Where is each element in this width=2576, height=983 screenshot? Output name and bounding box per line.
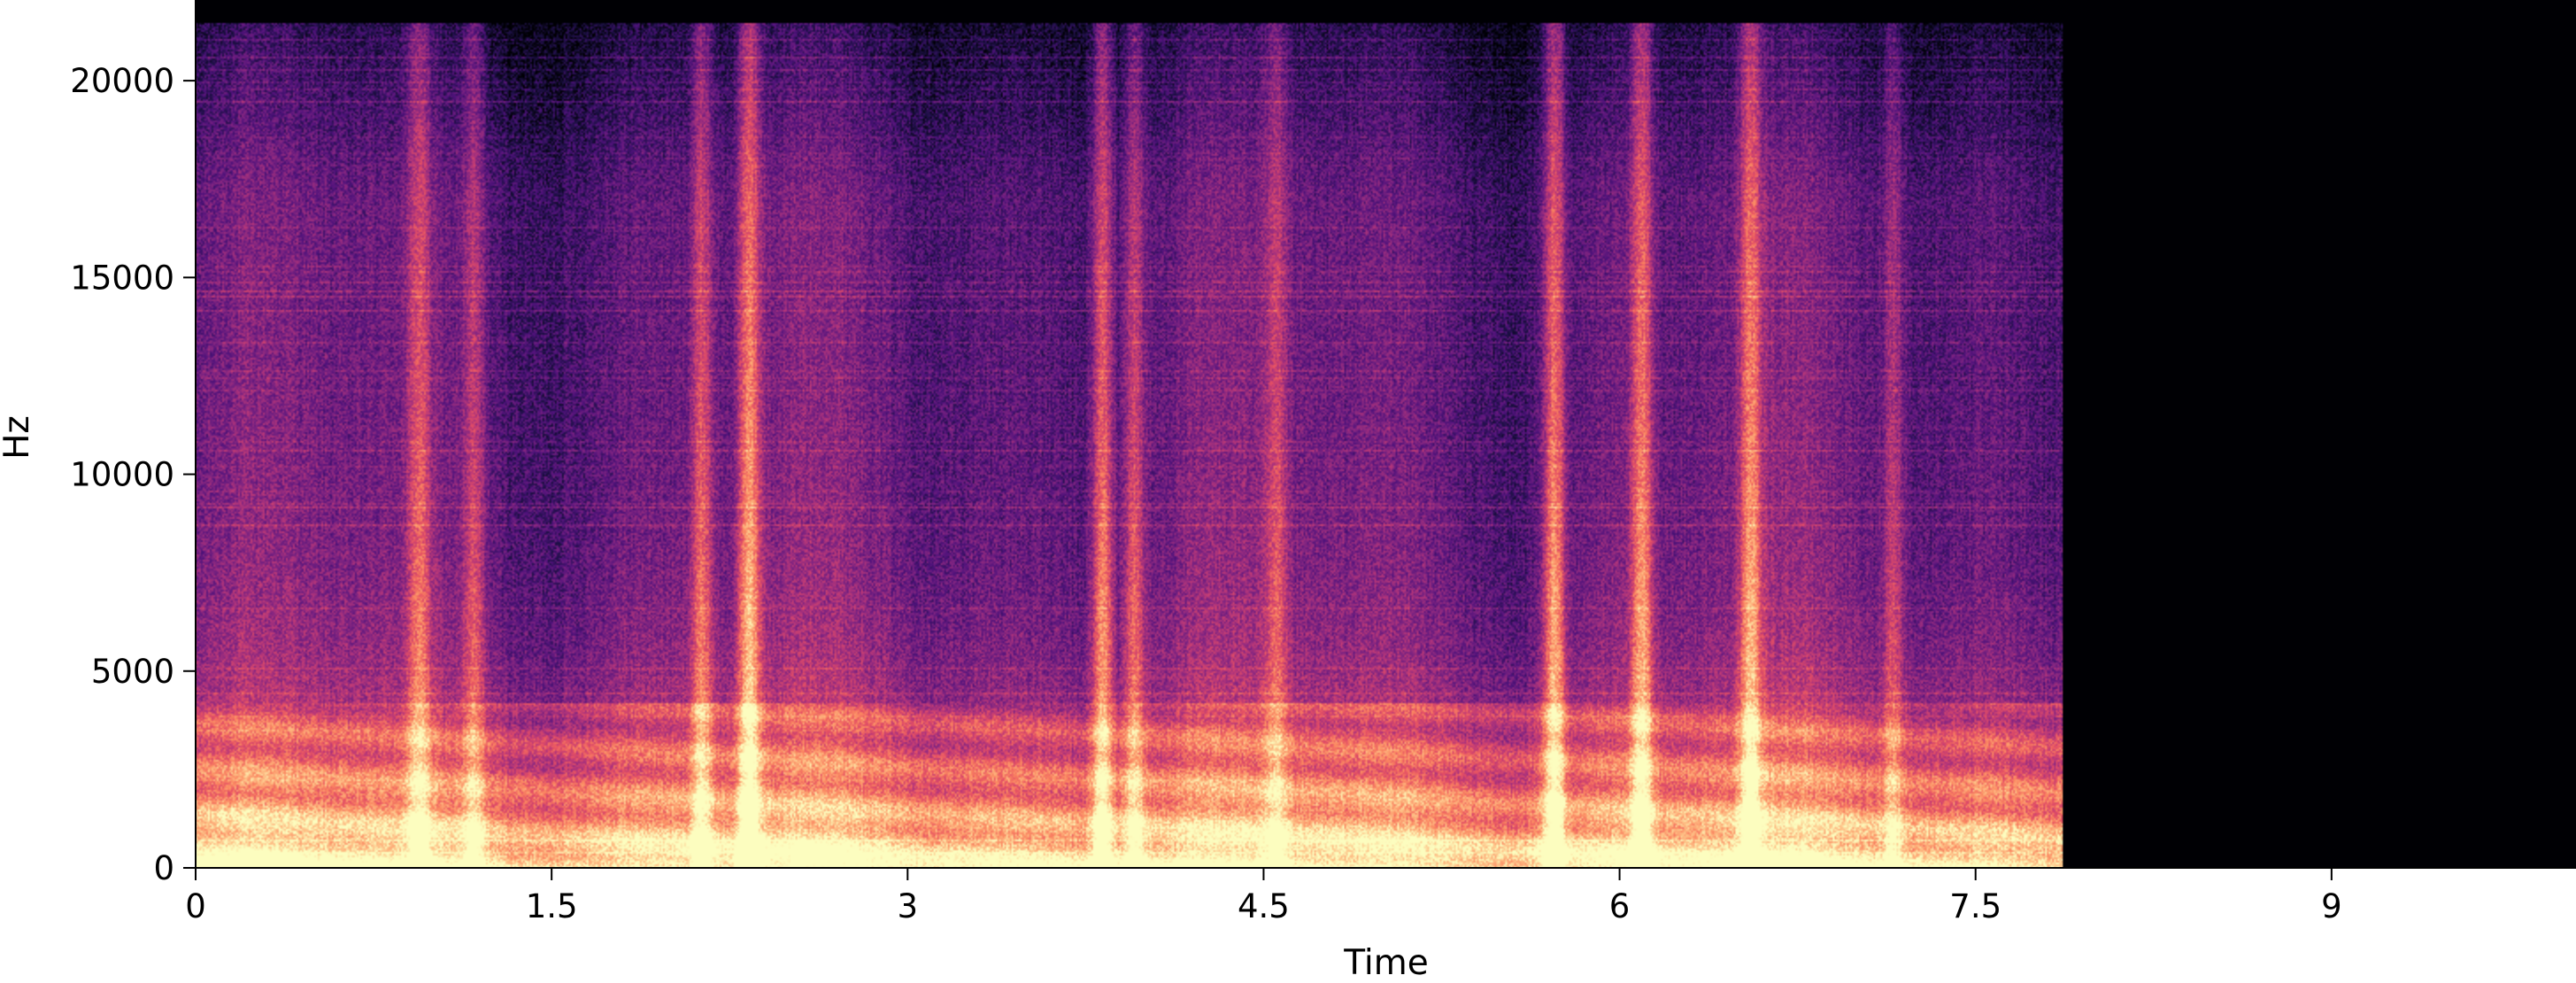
y-tick-label: 0 bbox=[153, 849, 174, 887]
y-axis-title: Hz bbox=[0, 415, 37, 460]
spectrogram-image bbox=[196, 0, 2576, 868]
y-tick-label: 10000 bbox=[70, 456, 174, 494]
y-tick-label: 20000 bbox=[70, 62, 174, 100]
x-tick-label: 3 bbox=[898, 887, 919, 925]
x-tick-label: 6 bbox=[1609, 887, 1631, 925]
x-axis: 0 1.5 3 4.5 6 7.5 9 bbox=[185, 867, 2576, 925]
x-tick-label: 9 bbox=[2321, 887, 2342, 925]
y-axis: 0 5000 10000 15000 20000 bbox=[70, 0, 197, 887]
x-tick-label: 7.5 bbox=[1949, 887, 2001, 925]
x-axis-title: Time bbox=[1343, 943, 1428, 983]
x-tick-label: 1.5 bbox=[526, 887, 578, 925]
y-tick-label: 5000 bbox=[91, 653, 174, 691]
x-tick-label: 4.5 bbox=[1238, 887, 1290, 925]
y-tick-label: 15000 bbox=[70, 259, 174, 297]
x-tick-label: 0 bbox=[185, 887, 206, 925]
